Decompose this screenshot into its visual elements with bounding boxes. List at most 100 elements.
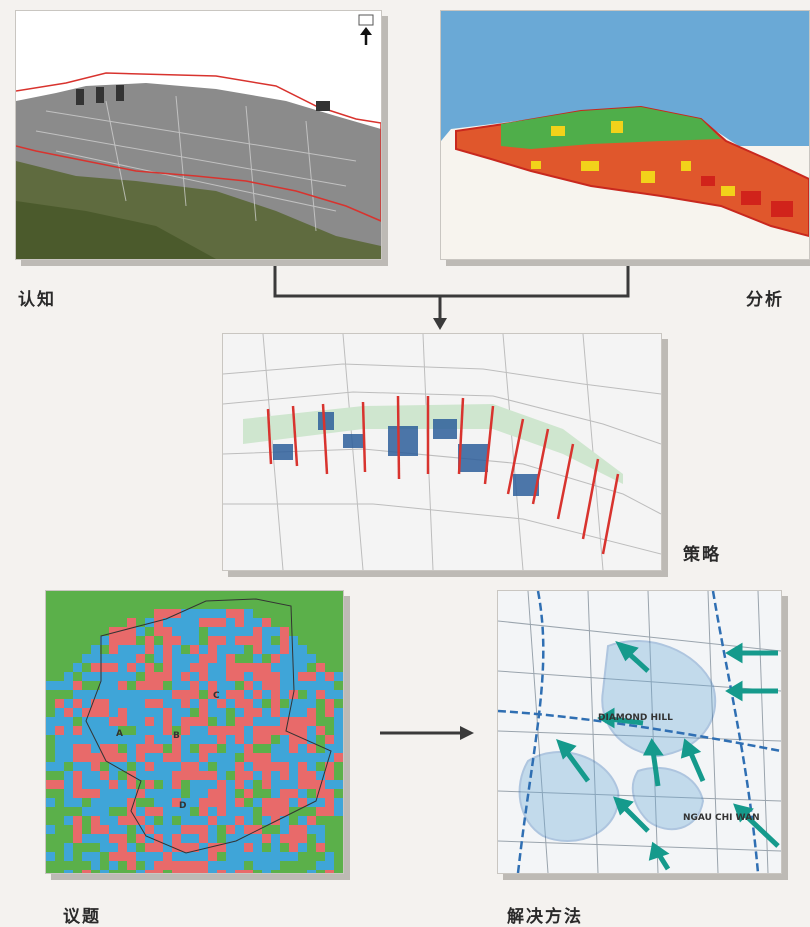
issue-cell (82, 807, 91, 816)
issue-cell (298, 726, 307, 735)
issue-cell (190, 609, 199, 618)
issue-cell (190, 717, 199, 726)
issue-cell (262, 708, 271, 717)
issue-cell (208, 852, 217, 861)
issue-cell (208, 870, 217, 873)
issue-cell (190, 699, 199, 708)
issue-cell (172, 672, 181, 681)
issue-cell (55, 762, 64, 771)
issue-cell (235, 825, 244, 834)
issue-cell (100, 672, 109, 681)
issue-cell (325, 771, 334, 780)
issue-cell (46, 825, 55, 834)
issue-cell (208, 636, 217, 645)
issue-cell (118, 717, 127, 726)
issue-cell (127, 735, 136, 744)
issue-cell (334, 708, 343, 717)
issue-cell (55, 735, 64, 744)
issue-cell (181, 762, 190, 771)
issue-cell (172, 771, 181, 780)
issue-cell (226, 645, 235, 654)
issue-cell (244, 771, 253, 780)
issue-cell (190, 663, 199, 672)
issue-cell (109, 645, 118, 654)
issue-cell (46, 762, 55, 771)
issue-cell (154, 762, 163, 771)
issue-cell (334, 753, 343, 762)
issue-cell (289, 645, 298, 654)
issue-cell (316, 789, 325, 798)
issue-cell (262, 636, 271, 645)
issue-cell (289, 726, 298, 735)
place-label-ngau-chi-wan: NGAU CHI WAN (683, 813, 760, 823)
issue-cell (172, 834, 181, 843)
issue-cell (271, 762, 280, 771)
issue-cell (109, 780, 118, 789)
issues-panel: A B C D (45, 590, 344, 874)
issue-cell (298, 654, 307, 663)
issue-cell (217, 726, 226, 735)
issue-cell (172, 735, 181, 744)
issue-cell (73, 690, 82, 699)
issue-cell (316, 825, 325, 834)
issue-cell (298, 762, 307, 771)
issue-cell (235, 744, 244, 753)
issue-cell (109, 753, 118, 762)
solution-panel: DIAMOND HILL NGAU CHI WAN (497, 590, 782, 874)
issue-cell (91, 780, 100, 789)
issue-cell (127, 654, 136, 663)
issue-cell (244, 726, 253, 735)
issue-cell (244, 609, 253, 618)
issue-cell (109, 816, 118, 825)
issue-cell (127, 627, 136, 636)
issue-cell (73, 789, 82, 798)
issue-cell (262, 762, 271, 771)
issue-cell (190, 681, 199, 690)
north-arrow-icon (358, 14, 374, 45)
issue-cell (136, 717, 145, 726)
issue-cell (307, 654, 316, 663)
issue-cell (145, 663, 154, 672)
issue-cell (154, 771, 163, 780)
issue-cell (136, 816, 145, 825)
issue-cell (100, 708, 109, 717)
issue-cell (226, 753, 235, 762)
issue-cell (163, 825, 172, 834)
issue-cell (271, 690, 280, 699)
issue-cell (217, 798, 226, 807)
issue-cell (226, 744, 235, 753)
issue-cell (226, 681, 235, 690)
issue-cell (172, 609, 181, 618)
issue-cell (262, 816, 271, 825)
issue-cell (217, 627, 226, 636)
issue-cell (271, 753, 280, 762)
issue-cell (109, 843, 118, 852)
issue-cell (100, 744, 109, 753)
issue-cell (136, 654, 145, 663)
issue-cell (235, 618, 244, 627)
issue-cell (73, 699, 82, 708)
issue-cell (307, 816, 316, 825)
issue-cell (136, 762, 145, 771)
issues-label: 议题 (63, 907, 101, 927)
issue-cell (262, 672, 271, 681)
issue-cell (262, 798, 271, 807)
issue-cell (73, 708, 82, 717)
issue-cell (253, 717, 262, 726)
issue-cell (145, 708, 154, 717)
issue-cell (136, 699, 145, 708)
issue-cell (199, 609, 208, 618)
issue-cell (136, 852, 145, 861)
issue-cell (244, 780, 253, 789)
issue-cell (73, 762, 82, 771)
issue-cell (100, 681, 109, 690)
issue-cell (91, 753, 100, 762)
issue-cell (136, 663, 145, 672)
issue-cell (208, 816, 217, 825)
issue-cell (91, 726, 100, 735)
issue-cell (73, 780, 82, 789)
issue-cell (109, 789, 118, 798)
issue-cell (244, 690, 253, 699)
issue-cell (181, 699, 190, 708)
issue-cell (199, 744, 208, 753)
